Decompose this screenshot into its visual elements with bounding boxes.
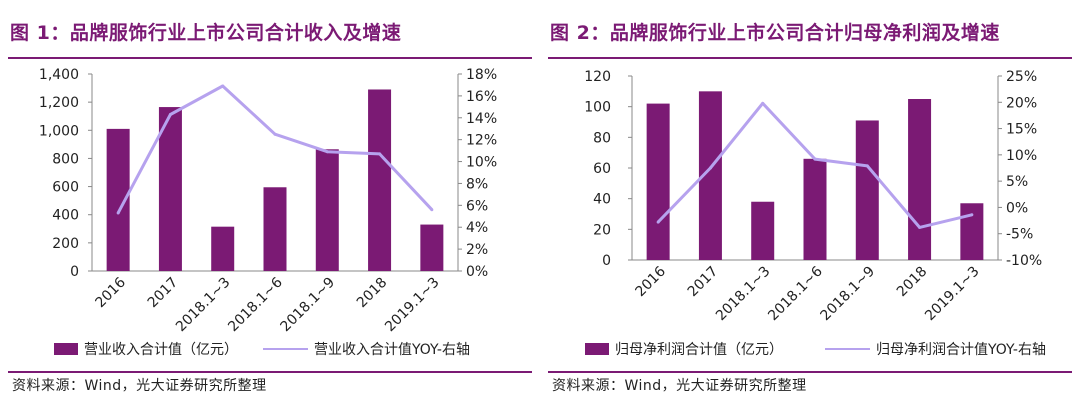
- figure-1-top-rule: [8, 57, 532, 59]
- bar: [211, 226, 235, 271]
- right-tick-label: 10%: [466, 155, 497, 171]
- legend-bar-swatch: [585, 343, 609, 355]
- yoy-point: [708, 166, 712, 170]
- x-tick-label: 2018.1~6: [765, 263, 826, 324]
- x-tick-label: 2018: [354, 275, 391, 312]
- left-tick-label: 80: [593, 130, 611, 146]
- yoy-point: [116, 211, 120, 215]
- yoy-point: [865, 164, 869, 168]
- right-tick-label: -5%: [1006, 227, 1033, 243]
- right-tick-label: 0%: [1006, 200, 1028, 216]
- right-tick-label: 6%: [466, 198, 488, 214]
- yoy-point: [168, 112, 172, 116]
- yoy-point: [273, 132, 277, 136]
- x-tick-label: 2017: [685, 264, 722, 301]
- figure-2-source: 资料来源：Wind，光大证券研究所整理: [552, 378, 807, 394]
- figure-1-title: 图 1：品牌服饰行业上市公司合计收入及增速: [10, 22, 402, 44]
- figure-2-bottom-rule: [548, 371, 1072, 373]
- bar: [803, 158, 827, 260]
- yoy-point: [761, 101, 765, 105]
- right-tick-label: 5%: [1006, 174, 1028, 190]
- right-tick-label: 8%: [466, 176, 488, 192]
- bar: [751, 201, 775, 260]
- right-tick-label: 10%: [1006, 148, 1037, 164]
- left-tick-label: 400: [52, 208, 79, 224]
- legend-line-label: 营业收入合计值YOY-右轴: [314, 342, 470, 358]
- left-tick-label: 120: [584, 69, 611, 85]
- left-tick-label: 1,200: [39, 95, 79, 111]
- figure-1-source: 资料来源：Wind，光大证券研究所整理: [12, 378, 267, 394]
- bar: [368, 89, 392, 271]
- figure-1-panel: 图 1：品牌服饰行业上市公司合计收入及增速 0 200 400 600 800 1,000…: [8, 22, 532, 394]
- x-tick-label: 2018.1~9: [818, 264, 879, 325]
- left-tick-label: 0: [70, 264, 79, 280]
- left-tick-label: 800: [52, 151, 79, 167]
- left-tick-label: 60: [593, 161, 611, 177]
- yoy-point: [430, 208, 434, 212]
- right-tick-label: 18%: [466, 67, 497, 83]
- bar: [315, 149, 339, 271]
- bar: [960, 203, 984, 260]
- yoy-point: [918, 225, 922, 229]
- bar: [646, 103, 670, 260]
- legend-bar-label: 归母净利润合计值（亿元）: [615, 341, 783, 358]
- bar: [158, 107, 182, 271]
- bar: [106, 128, 130, 271]
- figure-1-chart: 0 200 400 600 800 1,000 1,200 1,400 0% 2% 4% 6% 8% 10…: [39, 67, 497, 358]
- x-tick-label: 2017: [145, 275, 182, 312]
- x-tick-label: 2016: [632, 263, 669, 300]
- left-tick-label: 600: [52, 180, 79, 196]
- x-tick-label: 2018: [894, 264, 931, 301]
- figure-2-chart: 0 20 40 60 80 100 120 -10% -5% 0% 5% 10% 15% 20% 25% 20…: [584, 69, 1046, 358]
- x-tick-label: 2018.1~3: [173, 275, 234, 336]
- x-tick-label: 2018.1~3: [713, 264, 774, 325]
- yoy-point: [325, 150, 329, 154]
- legend-line-label: 归母净利润合计值YOY-右轴: [876, 341, 1046, 358]
- yoy-point: [221, 84, 225, 88]
- right-tick-label: 14%: [466, 111, 497, 127]
- yoy-point: [813, 157, 817, 161]
- right-tick-label: -10%: [1006, 253, 1042, 269]
- yoy-point: [378, 152, 382, 156]
- x-tick-label: 2016: [92, 274, 129, 311]
- figure-1-bottom-rule: [8, 371, 532, 373]
- figure-2-panel: 图 2：品牌服饰行业上市公司合计归母净利润及增速 0 20 40 60 80 100 120…: [540, 0, 1080, 405]
- right-tick-label: 15%: [1006, 122, 1037, 138]
- right-tick-label: 0%: [466, 264, 488, 280]
- bar: [698, 91, 722, 260]
- left-tick-label: 100: [584, 100, 611, 116]
- left-tick-label: 200: [52, 236, 79, 252]
- x-tick-label: 2018.1~9: [278, 275, 339, 336]
- left-tick-label: 0: [602, 253, 611, 269]
- right-tick-label: 25%: [1006, 69, 1037, 85]
- bar: [263, 187, 287, 271]
- x-tick-label: 2019.1~3: [382, 275, 443, 336]
- figure-2-title: 图 2：品牌服饰行业上市公司合计归母净利润及增速: [550, 22, 1000, 44]
- right-tick-label: 12%: [466, 133, 497, 149]
- figure-2-top-rule: [548, 57, 1072, 59]
- bar: [855, 120, 879, 260]
- legend-bar-swatch: [54, 343, 78, 355]
- left-tick-label: 20: [593, 222, 611, 238]
- yoy-point: [970, 213, 974, 217]
- bar: [420, 224, 444, 271]
- right-tick-label: 20%: [1006, 95, 1037, 111]
- right-tick-label: 16%: [466, 89, 497, 105]
- left-tick-label: 1,400: [39, 67, 79, 83]
- bar: [908, 99, 932, 260]
- legend-bar-label: 营业收入合计值（亿元）: [84, 342, 238, 358]
- left-tick-label: 40: [593, 192, 611, 208]
- yoy-point: [656, 220, 660, 224]
- right-tick-label: 2%: [466, 242, 488, 258]
- x-tick-label: 2018.1~6: [225, 274, 286, 335]
- left-tick-label: 1,000: [39, 123, 79, 139]
- x-tick-label: 2019.1~3: [922, 264, 983, 325]
- right-tick-label: 4%: [466, 220, 488, 236]
